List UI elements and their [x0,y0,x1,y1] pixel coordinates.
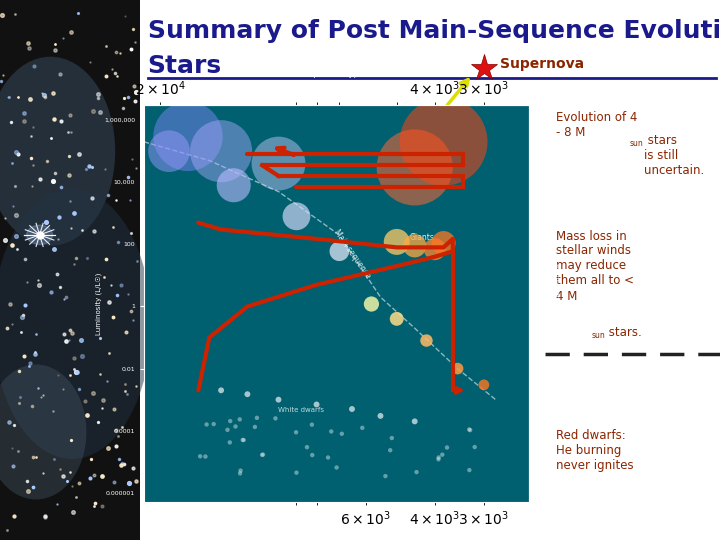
Point [273,395,284,404]
Point [433,453,444,462]
Text: Stars: Stars [148,54,222,78]
Circle shape [27,225,53,245]
Point [270,414,282,423]
Ellipse shape [0,189,151,459]
Point [374,411,386,420]
Text: Supernova: Supernova [500,57,585,71]
Point [333,247,345,255]
Ellipse shape [0,57,115,246]
Point [386,434,397,442]
Text: M > 8 M: M > 8 M [151,282,215,296]
Point [237,436,248,444]
Point [452,364,464,373]
Point [182,132,194,141]
Point [411,468,423,476]
X-axis label: Temperature (K): Temperature (K) [305,531,368,540]
Text: Summary of Post Main-Sequence Evolution of: Summary of Post Main-Sequence Evolution … [148,19,720,43]
Text: Fusion stops
at formation
of C,O core.: Fusion stops at formation of C,O core. [270,316,343,363]
Point [464,425,475,434]
Point [306,420,318,429]
Y-axis label: Absolute magnitude (M☉): Absolute magnitude (M☉) [554,263,559,345]
Point [163,147,175,156]
Text: stars.: stars. [605,326,642,339]
Text: sun: sun [236,295,252,304]
Text: M < 4 M: M < 4 M [328,428,391,442]
Text: Fusion
proceeds;
formation
of Fe core.: Fusion proceeds; formation of Fe core. [162,111,223,175]
Point [234,469,246,478]
Point [235,466,246,475]
Text: stars
is still
uncertain.: stars is still uncertain. [644,134,704,177]
Point [238,436,249,444]
Point [409,417,420,426]
Point [379,472,391,481]
Text: sun: sun [592,331,606,340]
Point [366,300,377,308]
Point [331,463,343,472]
Point [346,404,358,413]
Point [273,159,284,168]
Text: sun: sun [427,490,443,498]
Point [438,138,449,146]
Point [323,453,334,462]
Point [391,238,402,246]
Point [433,455,444,464]
Text: Red dwarfs:
He burning
never ignites: Red dwarfs: He burning never ignites [556,429,634,472]
Text: Main sequence: Main sequence [332,228,372,280]
Text: sun: sun [409,441,425,450]
Text: M < 0.4 M: M < 0.4 M [328,476,406,490]
Point [464,465,475,474]
Point [356,423,368,432]
Point [194,452,206,461]
Text: Giants: Giants [410,233,435,242]
Point [215,386,227,395]
Point [311,400,323,409]
Point [384,446,396,455]
Bar [0,0,140,540]
Point [249,423,261,431]
Point [256,450,268,459]
X-axis label: Spectral type: Spectral type [308,70,365,78]
Point [391,314,402,323]
Point [230,422,241,431]
Point [242,390,253,399]
Point [208,420,220,428]
Point [420,336,432,345]
Point [336,429,348,438]
Point [441,443,453,452]
Point [301,443,312,451]
Point [464,426,476,435]
Point [291,212,302,221]
Point [215,147,227,156]
Point [409,163,420,172]
Point [307,451,318,460]
Point [429,245,441,253]
Ellipse shape [0,364,86,500]
Point [251,414,263,422]
Point [234,415,246,424]
Point [290,428,302,437]
Text: White dwarfs: White dwarfs [279,407,325,413]
Point [199,452,211,461]
Point [436,450,448,459]
Point [291,468,302,477]
Text: sun: sun [629,139,643,148]
Point [222,426,233,434]
Point [478,381,490,389]
Point [201,420,212,429]
Text: Evolution of 4
- 8 M: Evolution of 4 - 8 M [556,111,637,139]
Point [257,450,269,459]
Point [325,427,337,436]
Point [225,417,236,426]
Point [438,239,449,247]
Point [469,443,480,451]
Y-axis label: Luminosity (L/L☉): Luminosity (L/L☉) [96,273,102,335]
Point [409,241,420,250]
Point [228,181,240,190]
Text: Mass loss in
stellar winds
may reduce
them all to <
4 M: Mass loss in stellar winds may reduce th… [556,230,634,302]
Point [224,438,235,447]
